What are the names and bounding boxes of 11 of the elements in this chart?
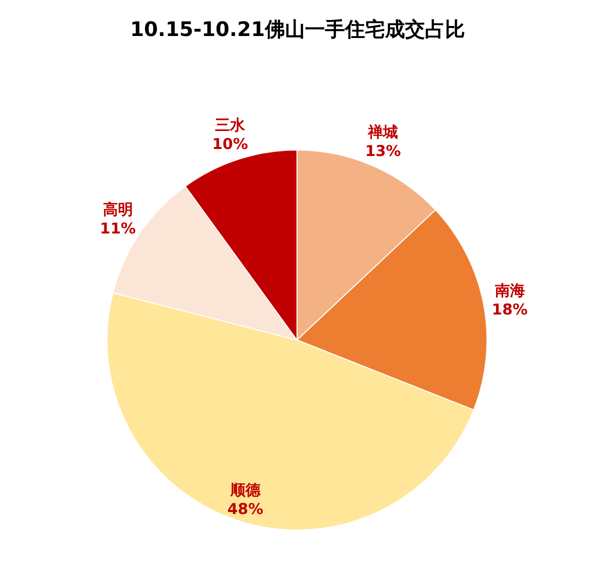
chart-title: 10.15-10.21佛山一手住宅成交占比 [130, 17, 465, 41]
data-label: 18% [492, 300, 528, 318]
slice-label: 禅城 [367, 123, 398, 142]
slice-label: 南海 [494, 281, 525, 300]
data-label: 11% [100, 219, 136, 238]
slice-label: 高明 [102, 200, 133, 218]
data-label: 13% [365, 142, 401, 160]
data-label: 48% [227, 500, 264, 518]
slice-label: 三水 [215, 116, 246, 134]
slice-label: 顺德 [229, 481, 262, 500]
data-label: 10% [212, 135, 248, 153]
